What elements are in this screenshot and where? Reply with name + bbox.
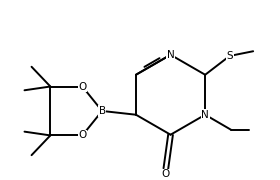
Text: S: S xyxy=(226,51,233,61)
Text: N: N xyxy=(201,110,209,120)
Text: O: O xyxy=(162,169,170,179)
Text: O: O xyxy=(78,130,87,140)
Text: B: B xyxy=(99,106,106,116)
Text: N: N xyxy=(167,50,174,60)
Text: O: O xyxy=(78,82,87,91)
